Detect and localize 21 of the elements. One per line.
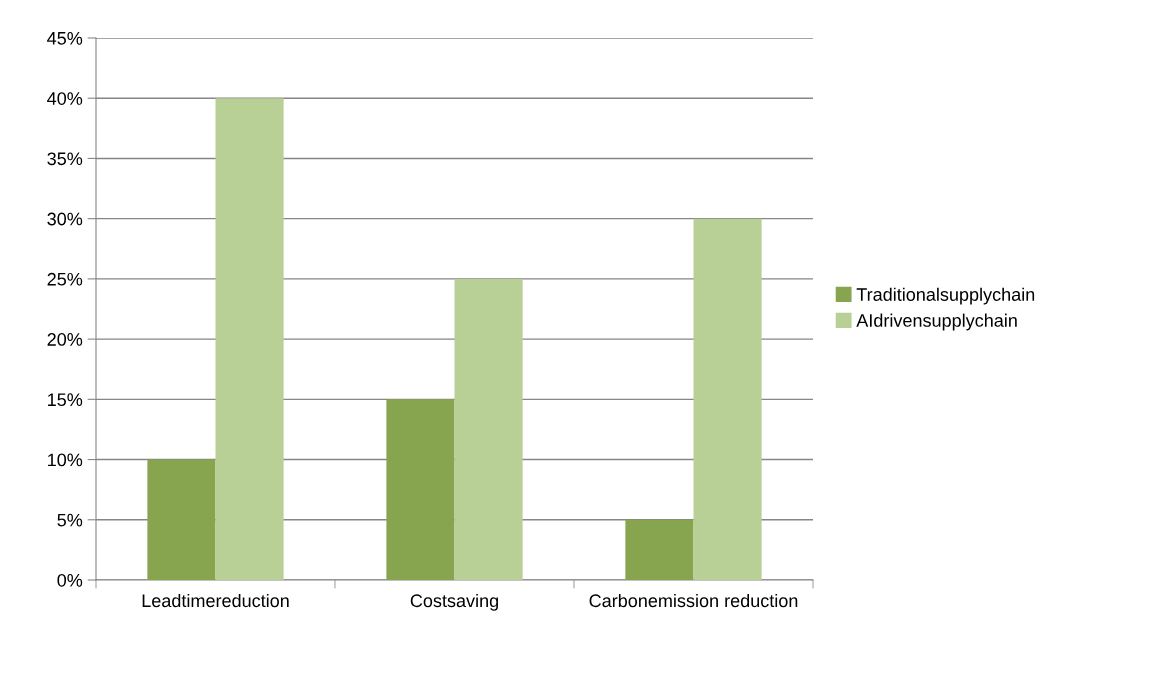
y-tick-label: 15%: [48, 393, 83, 407]
y-tick-label: 30%: [47, 212, 83, 226]
y-tick-label: 40%: [47, 92, 83, 105]
legend-label: Traditionalsupplychain: [856, 287, 1035, 305]
y-tick-label: 5%: [57, 513, 83, 527]
y-tick-label: 20%: [47, 333, 83, 346]
bar: [454, 278, 523, 580]
x-tick-label: Leadtimereduction: [142, 593, 289, 608]
y-tick-label: 35%: [47, 152, 83, 166]
bar: [386, 399, 455, 580]
bar: [693, 218, 762, 580]
legend-label: AIdrivensupplychain: [856, 313, 1017, 331]
y-tick-label: 10%: [48, 453, 83, 467]
x-tick-label: Costsaving: [410, 593, 498, 611]
y-tick-label: 25%: [47, 272, 83, 286]
bar: [625, 519, 694, 580]
bar: [215, 98, 284, 580]
y-tick-label: 0%: [57, 573, 83, 587]
bar: [147, 459, 216, 580]
y-tick-label: 45%: [47, 32, 83, 45]
x-tick-label: Carbonemission reduction: [589, 593, 798, 608]
